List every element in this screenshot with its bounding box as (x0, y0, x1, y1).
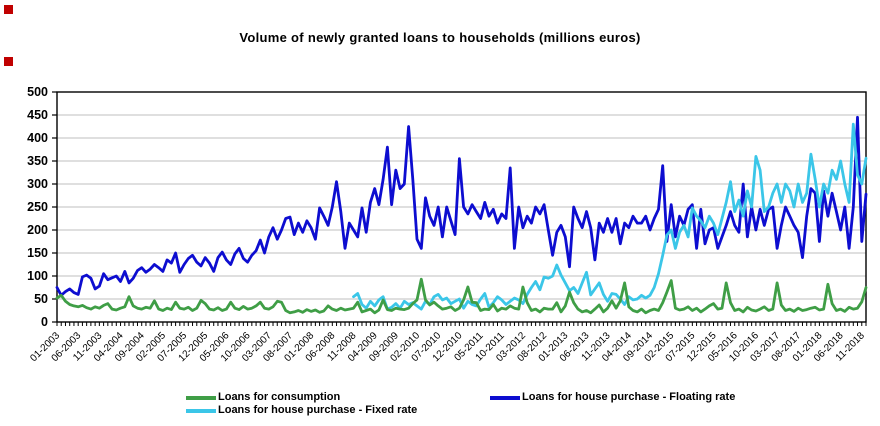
legend-item-consumption: Loans for consumption (186, 391, 490, 404)
y-tick-label-400: 400 (27, 131, 48, 145)
y-tick-label-150: 150 (27, 246, 48, 260)
fixed-rate-line-swatch (186, 408, 216, 413)
series-line-floating (55, 115, 868, 297)
red-marker-top (4, 5, 13, 14)
legend-item-fixed-rate: Loans for house purchase - Fixed rate (186, 404, 490, 417)
legend-label-floating-rate: Loans for house purchase - Floating rate (522, 391, 736, 403)
legend: Loans for consumption Loans for house pu… (186, 391, 826, 417)
series-line-consumption (55, 277, 868, 315)
y-tick-label-200: 200 (27, 223, 48, 237)
floating-rate-line-swatch (490, 395, 520, 400)
y-tick-label-50: 50 (34, 292, 48, 306)
y-tick-label-300: 300 (27, 177, 48, 191)
red-marker-bottom (4, 57, 13, 66)
y-tick-label-0: 0 (41, 315, 48, 329)
chart-title: Volume of newly granted loans to househo… (239, 30, 641, 45)
y-tick-label-250: 250 (27, 200, 48, 214)
y-tick-label-450: 450 (27, 108, 48, 122)
legend-label-consumption: Loans for consumption (218, 391, 341, 403)
y-tick-label-500: 500 (27, 85, 48, 99)
y-tick-label-100: 100 (27, 269, 48, 283)
consumption-line-swatch (186, 395, 216, 400)
legend-item-floating-rate: Loans for house purchase - Floating rate (490, 391, 735, 404)
series-line-fixed (352, 122, 868, 311)
legend-label-fixed-rate: Loans for house purchase - Fixed rate (218, 404, 418, 416)
y-tick-label-350: 350 (27, 154, 48, 168)
